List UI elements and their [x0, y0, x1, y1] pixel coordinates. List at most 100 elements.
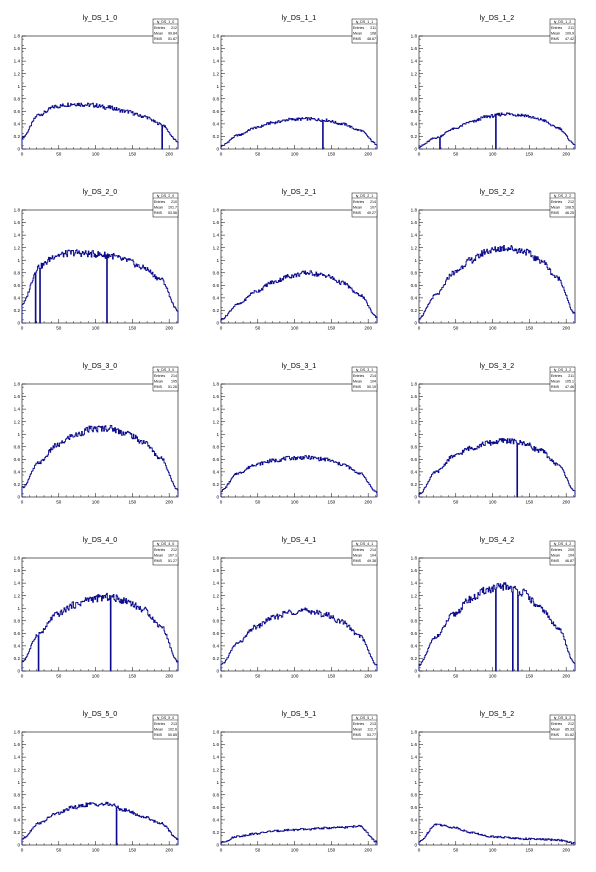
- y-tick-label: 0.2: [14, 656, 21, 661]
- stats-name: ly_DS_1_2: [554, 20, 572, 24]
- x-tick-label: 0: [220, 848, 223, 853]
- y-tick-label: 1.4: [411, 59, 418, 64]
- y-tick-label: 0.6: [14, 109, 21, 114]
- y-tick-label: 0: [216, 843, 219, 848]
- y-tick-label: 1.4: [411, 233, 418, 238]
- y-tick-label: 1: [216, 780, 219, 785]
- stats-label: Entries: [551, 26, 562, 30]
- stats-value: 108: [370, 31, 376, 35]
- stats-name: ly_DS_4_1: [356, 542, 374, 546]
- stats-value: 104: [568, 553, 574, 557]
- stats-label: RMS: [154, 385, 163, 389]
- y-tick-label: 1.2: [213, 71, 220, 76]
- x-tick-label: 200: [364, 848, 372, 853]
- histogram-panel: ly_DS_3_0 0 0.2 0.4 0.6 0.8 1 1.2 1.4 1.6 1.8 0 50 10…: [14, 363, 179, 505]
- stats-label: Entries: [353, 200, 364, 204]
- x-tick-label: 100: [92, 848, 100, 853]
- plot-frame: [220, 557, 378, 672]
- y-tick-label: 1.2: [213, 245, 220, 250]
- y-tick-label: 1.8: [411, 382, 418, 387]
- stats-label: RMS: [154, 211, 163, 215]
- y-tick-label: 0.6: [213, 283, 220, 288]
- plot-frame: [21, 731, 179, 846]
- stats-label: Mean: [353, 727, 362, 731]
- y-tick-label: 0.8: [14, 792, 21, 797]
- stats-name: ly_DS_3_1: [356, 368, 374, 372]
- stats-label: RMS: [551, 211, 560, 215]
- x-tick-label: 150: [328, 500, 336, 505]
- stats-label: Mean: [353, 31, 362, 35]
- panel-title: ly_DS_4_1: [282, 537, 316, 544]
- y-tick-label: 1.8: [411, 556, 418, 561]
- stats-box: [152, 366, 179, 392]
- stats-value: 211: [568, 374, 574, 378]
- stats-label: Mean: [154, 727, 163, 731]
- plot-frame: [418, 209, 576, 324]
- stats-box: [351, 540, 378, 566]
- y-tick-label: 1.4: [213, 407, 220, 412]
- y-tick-label: 1.2: [213, 593, 220, 598]
- plot-frame: [21, 383, 179, 498]
- stats-label: RMS: [551, 559, 560, 563]
- y-tick-label: 0.4: [411, 121, 418, 126]
- stats-value: 211: [370, 26, 376, 30]
- y-tick-label: 0.2: [213, 482, 220, 487]
- stats-label: Mean: [154, 205, 163, 209]
- stats-name: ly_DS_2_0: [157, 194, 175, 198]
- stats-label: RMS: [551, 733, 560, 737]
- stats-box: [549, 366, 576, 392]
- y-tick-label: 1.2: [14, 593, 21, 598]
- histogram-line: [21, 801, 179, 846]
- stats-box: [549, 18, 576, 44]
- y-tick-label: 1.2: [213, 419, 220, 424]
- y-tick-label: 0.6: [213, 631, 220, 636]
- stats-name: ly_DS_5_1: [356, 716, 374, 720]
- stats-value: 104: [370, 553, 376, 557]
- x-tick-label: 150: [129, 326, 137, 331]
- x-tick-label: 0: [418, 326, 421, 331]
- x-tick-label: 200: [562, 848, 570, 853]
- stats-name: ly_DS_4_2: [554, 542, 572, 546]
- stats-value: 50.85: [168, 733, 177, 737]
- y-tick-label: 0: [17, 147, 20, 152]
- stats-value: 53.56: [168, 211, 177, 215]
- y-tick-label: 1.8: [411, 730, 418, 735]
- plot-frame: [220, 35, 378, 150]
- y-tick-label: 0.4: [14, 469, 21, 474]
- y-tick-label: 0: [216, 495, 219, 500]
- y-tick-label: 0.2: [14, 830, 21, 835]
- histogram-panel: ly_DS_3_1 0 0.2 0.4 0.6 0.8 1 1.2 1.4 1.6 1.8 0 50 10…: [213, 363, 378, 505]
- plot-frame: [21, 209, 179, 324]
- histogram-line: [418, 823, 576, 845]
- y-tick-label: 0: [17, 495, 20, 500]
- stats-value: 105.1: [565, 379, 574, 383]
- y-tick-label: 1: [414, 84, 417, 89]
- stats-label: RMS: [154, 733, 163, 737]
- y-tick-label: 1.4: [14, 59, 21, 64]
- y-tick-label: 0: [414, 669, 417, 674]
- y-tick-label: 1.6: [213, 220, 220, 225]
- histogram-line: [220, 607, 378, 671]
- stats-value: 105: [171, 379, 177, 383]
- x-tick-label: 150: [328, 674, 336, 679]
- stats-label: Mean: [353, 205, 362, 209]
- x-tick-label: 0: [21, 848, 24, 853]
- y-tick-label: 1.4: [213, 581, 220, 586]
- stats-box: [152, 540, 179, 566]
- x-tick-label: 100: [291, 152, 299, 157]
- x-tick-label: 0: [21, 500, 24, 505]
- panel-title: ly_DS_5_0: [83, 711, 117, 718]
- stats-box: [351, 366, 378, 392]
- histogram-panel: ly_DS_1_2 0 0.2 0.4 0.6 0.8 1 1.2 1.4 1.6 1.8 0 50 10…: [411, 15, 576, 157]
- y-tick-label: 0.2: [411, 830, 418, 835]
- stats-label: RMS: [353, 37, 362, 41]
- y-tick-label: 0: [414, 843, 417, 848]
- panel-title: ly_DS_4_2: [480, 537, 514, 544]
- y-tick-label: 0.8: [213, 270, 220, 275]
- y-tick-label: 1: [17, 780, 20, 785]
- histogram-line: [21, 249, 179, 324]
- y-tick-label: 1.8: [14, 730, 21, 735]
- x-tick-label: 100: [489, 152, 497, 157]
- histogram-line: [418, 245, 576, 323]
